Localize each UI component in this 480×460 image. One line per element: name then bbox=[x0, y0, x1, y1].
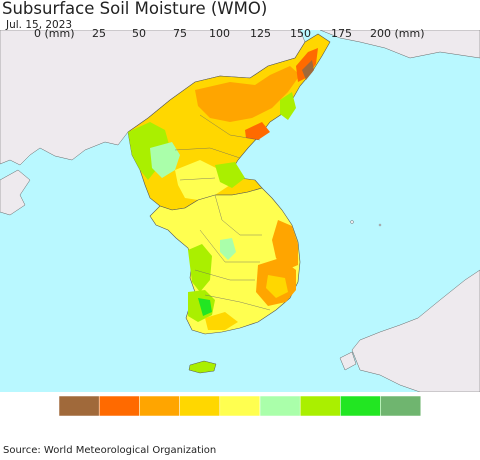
sk-orange-east bbox=[272, 220, 298, 270]
nk-red-center bbox=[245, 122, 270, 140]
sk-gold-south bbox=[205, 312, 238, 330]
legend-label-25: 25 bbox=[92, 27, 106, 40]
legend-swatch-7 bbox=[340, 395, 381, 417]
legend-swatch-1 bbox=[98, 395, 140, 417]
legend-swatch-2 bbox=[139, 395, 180, 417]
legend-label-50: 50 bbox=[132, 27, 146, 40]
province-borders bbox=[174, 114, 271, 311]
nk-yellow-south bbox=[175, 160, 230, 200]
nk-brown-east bbox=[302, 60, 314, 80]
russia-land bbox=[319, 30, 480, 59]
dokdo-island bbox=[378, 223, 382, 227]
legend-label-100: 100 bbox=[209, 27, 230, 40]
map-title: Subsurface Soil Moisture (WMO) bbox=[2, 0, 268, 18]
sk-green-west bbox=[188, 244, 212, 292]
nk-lightgreen bbox=[150, 142, 180, 178]
source-credit: Source: World Meteorological Organizatio… bbox=[3, 445, 217, 456]
sk-darkgreen-southwest bbox=[198, 298, 212, 316]
legend-label-125: 125 bbox=[250, 27, 271, 40]
legend-colorbar bbox=[58, 395, 422, 417]
nk-orange-zone bbox=[195, 66, 300, 122]
ulleung-island bbox=[350, 220, 354, 224]
sk-gold-southeast bbox=[266, 275, 288, 298]
legend-swatch-4 bbox=[219, 395, 261, 417]
legend-swatch-6 bbox=[299, 395, 341, 417]
soil-moisture-map bbox=[0, 30, 480, 392]
legend-label-min: 0 (mm) bbox=[34, 27, 75, 40]
nk-green-south bbox=[215, 162, 245, 188]
china-coast-west bbox=[0, 169, 31, 216]
legend-label-max: 200 (mm) bbox=[370, 27, 425, 40]
legend-swatch-8 bbox=[380, 395, 422, 417]
japan-land bbox=[351, 269, 480, 392]
nk-east-green bbox=[280, 92, 296, 120]
legend-label-175: 175 bbox=[331, 27, 352, 40]
sk-lightgreen-center bbox=[220, 238, 236, 260]
legend-swatch-3 bbox=[179, 395, 221, 417]
legend-swatch-5 bbox=[259, 395, 301, 417]
legend-label-75: 75 bbox=[173, 27, 187, 40]
japan-island-small bbox=[339, 351, 357, 371]
jeju-island bbox=[188, 360, 217, 374]
legend-label-150: 150 bbox=[290, 27, 311, 40]
map-date: Jul. 15, 2023 bbox=[6, 19, 73, 31]
legend-swatch-0 bbox=[58, 395, 100, 417]
